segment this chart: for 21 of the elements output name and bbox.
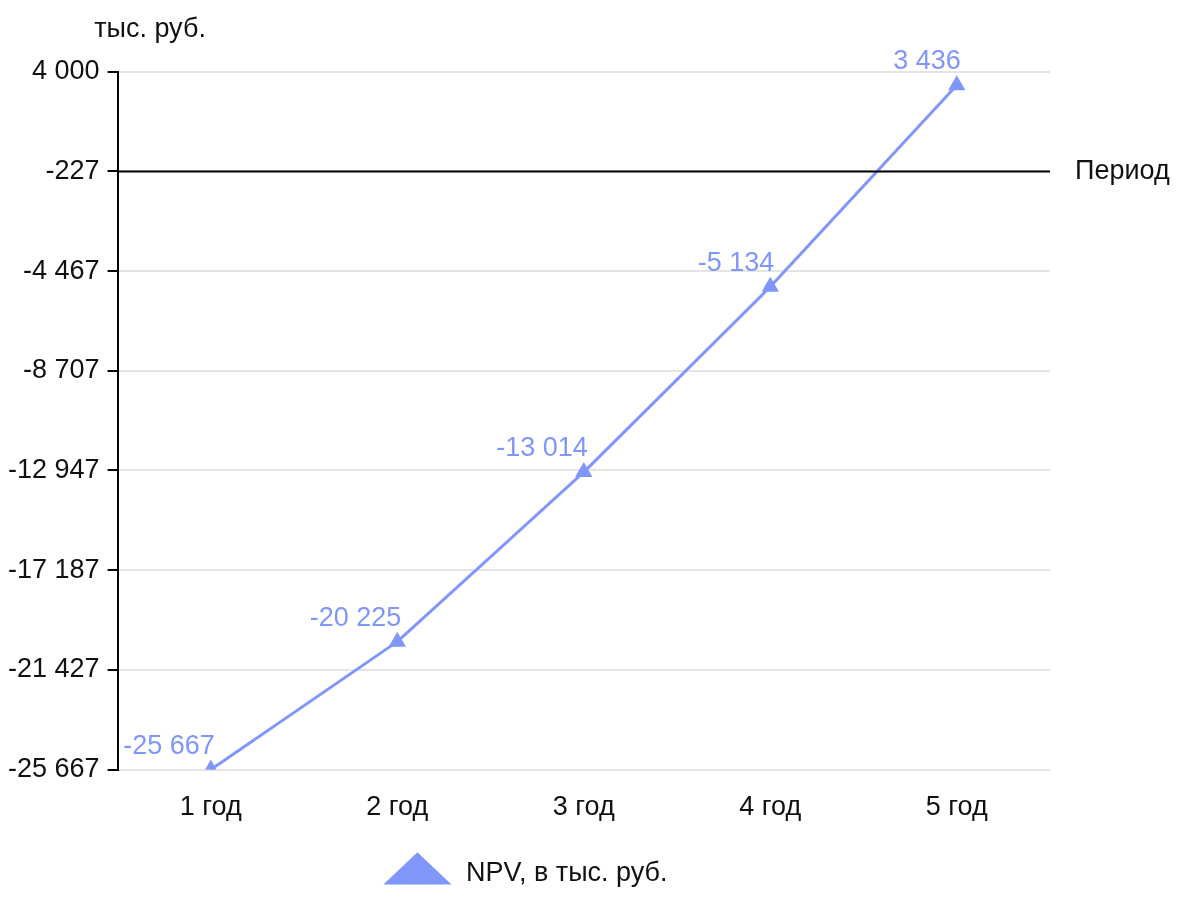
x-tick-label: 5 год (925, 791, 988, 822)
y-tick-label: -227 (45, 154, 100, 185)
x-tick-label: 1 год (179, 791, 243, 822)
y-tick-label: 4 000 (32, 55, 100, 86)
y-axis-title: тыс. руб. (94, 13, 206, 44)
x-tick-label: 3 год (552, 791, 616, 822)
x-tick-label: 2 год (366, 791, 429, 822)
x-axis-title: Период (1075, 154, 1170, 185)
data-label: -25 667 (123, 729, 215, 760)
data-label: 3 436 (893, 45, 961, 76)
y-tick-label: -17 187 (8, 553, 100, 584)
y-tick-label: -25 667 (8, 753, 100, 784)
data-label: -5 134 (697, 246, 775, 277)
y-tick-label: -8 707 (23, 354, 100, 385)
y-tick-label: -12 947 (8, 453, 100, 484)
x-tick-label: 4 год (739, 791, 802, 822)
legend-label: NPV, в тыс. руб. (465, 856, 668, 887)
data-label: -20 225 (309, 601, 402, 632)
y-tick-label: -21 427 (8, 653, 100, 684)
data-label: -13 014 (496, 432, 588, 463)
y-tick-label: -4 467 (23, 254, 100, 285)
